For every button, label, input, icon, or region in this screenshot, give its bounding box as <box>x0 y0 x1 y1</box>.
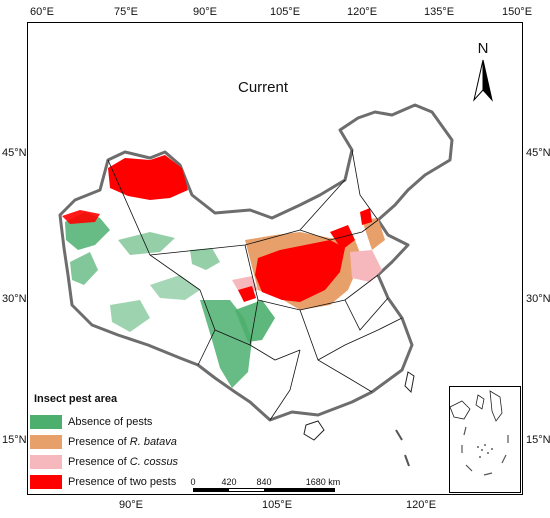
lon-tick-75e: 75°E <box>114 6 138 18</box>
legend-label-absence: Absence of pests <box>68 416 153 428</box>
inset-map <box>450 390 509 476</box>
lon-tick-120e: 120°E <box>346 6 378 18</box>
scale-label-420: 420 <box>221 477 237 487</box>
lon-tick-bottom-105e: 105°E <box>261 499 293 511</box>
lon-tick-bottom-120e: 120°E <box>405 499 437 511</box>
legend: Insect pest area Absence of pests Presen… <box>30 393 200 493</box>
north-arrow: N <box>470 40 496 108</box>
taiwan-island <box>404 371 415 394</box>
south-china-sea-inset <box>449 386 521 493</box>
lat-tick-45n: 45°N <box>2 147 27 159</box>
lat-tick-30n: 30°N <box>2 293 27 305</box>
legend-item-c-cossus: Presence of C. cossus <box>30 453 200 471</box>
lon-tick-135e: 135°E <box>423 6 455 18</box>
legend-swatch-absence <box>30 415 62 429</box>
legend-swatch-r-batava <box>30 435 62 449</box>
lon-tick-90e: 90°E <box>193 6 217 18</box>
lat-tick-right-45n: 45°N <box>526 147 550 159</box>
lon-tick-105e: 105°E <box>269 6 301 18</box>
legend-swatch-c-cossus <box>30 455 62 469</box>
legend-label-two-pests: Presence of two pests <box>68 476 177 488</box>
legend-label-r-batava-species: R. batava <box>129 436 177 448</box>
hainan-island <box>303 420 325 441</box>
lon-tick-60e: 60°E <box>30 6 54 18</box>
legend-label-c-cossus-species: C. cossus <box>129 456 179 468</box>
two-pests-areas <box>62 155 372 302</box>
legend-item-two-pests: Presence of two pests <box>30 473 200 491</box>
legend-swatch-two-pests <box>30 475 62 489</box>
north-arrow-icon <box>473 59 493 102</box>
lon-tick-150e: 150°E <box>501 6 533 18</box>
legend-title: Insect pest area <box>34 393 118 405</box>
boundary-dashes <box>395 429 410 467</box>
scale-bar-graphic <box>193 488 335 492</box>
map-title: Current <box>238 79 289 96</box>
scale-label-840: 840 <box>256 477 272 487</box>
north-label: N <box>477 40 489 57</box>
province-borders <box>107 149 403 421</box>
legend-label-r-batava-prefix: Presence of <box>68 436 130 448</box>
legend-label-c-cossus-prefix: Presence of <box>68 456 130 468</box>
lat-tick-15n: 15°N <box>2 434 27 446</box>
scale-label-1680: 1680 km <box>305 477 341 487</box>
legend-item-absence: Absence of pests <box>30 413 200 431</box>
scale-label-0: 0 <box>190 477 196 487</box>
legend-item-r-batava: Presence of R. batava <box>30 433 200 451</box>
absence-areas <box>65 212 275 388</box>
lon-tick-bottom-90e: 90°E <box>119 499 143 511</box>
scale-bar: 0 420 840 1680 km <box>190 477 341 495</box>
lat-tick-right-30n: 30°N <box>526 293 550 305</box>
lat-tick-right-15n: 15°N <box>526 434 550 446</box>
